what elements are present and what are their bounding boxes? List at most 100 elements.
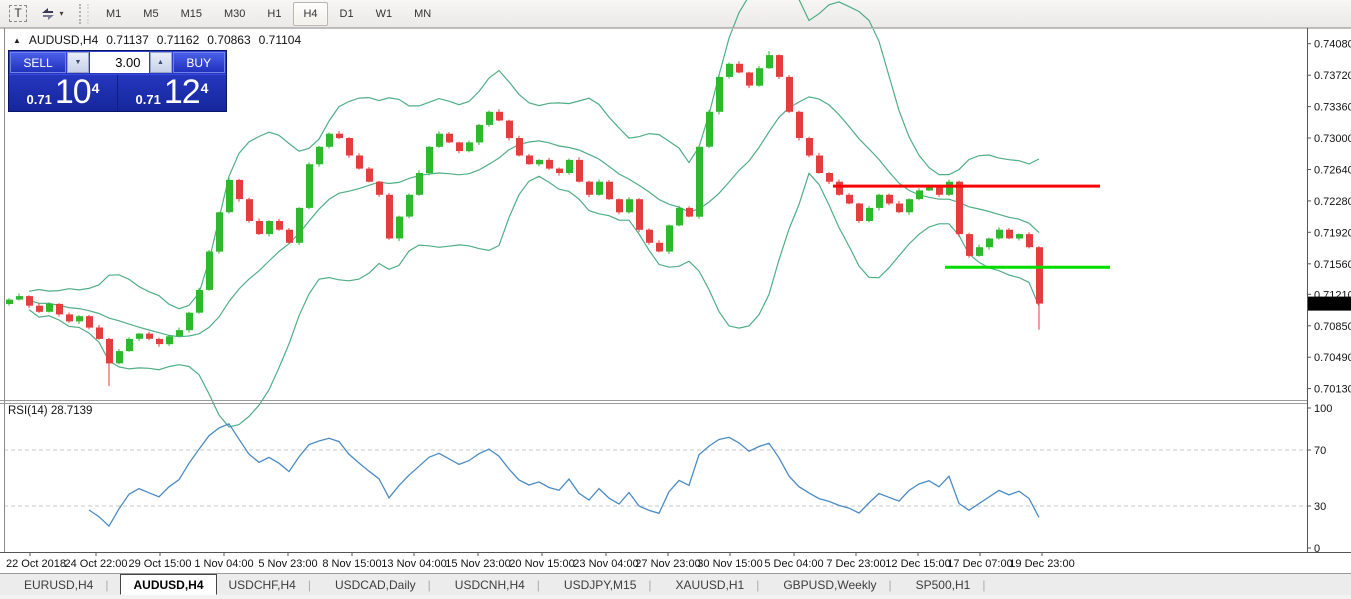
time-axis-label: 1 Nov 04:00 [194,558,253,570]
timeframe-button-m5[interactable]: M5 [143,7,159,20]
time-axis-label: 5 Dec 04:00 [764,558,823,570]
candles [6,51,1043,386]
chart-tab-bar: EURUSD,H4 | AUDUSD,H4 USDCHF,H4 | USDCAD,Dail… [0,573,1351,595]
ohlc-close: 0.71104 [258,33,302,47]
spinner-down-icon: ▼ [74,59,82,66]
price-axis-label: 0.70130 [1314,384,1351,396]
ohlc-high: 0.71162 [156,33,200,47]
time-axis-label: 5 Nov 23:00 [258,558,317,570]
dropdown-caret-icon: ▾ [59,9,64,18]
sell-quote-point: 4 [91,80,100,96]
chart-tab-gbpusd-weekly[interactable]: GBPUSD,Weekly | [783,577,892,592]
arrows-tool-button[interactable]: ▾ [31,2,73,26]
time-axis-label: 13 Nov 04:00 [381,558,446,570]
price-axis-label: 0.73360 [1314,102,1351,114]
chart-tab-eurusd-h4[interactable]: EURUSD,H4 | [24,577,109,592]
spinner-up-icon: ▲ [157,59,164,66]
tab-separator: | [982,577,986,592]
price-axis-label: 0.71920 [1314,227,1351,239]
sell-button[interactable]: SELL [10,52,66,73]
chart-tab-usdjpy-m15[interactable]: USDJPY,M15 | [563,577,652,592]
tab-separator: | [307,577,311,592]
toolbar-separator [79,3,89,24]
price-axis-label: 0.71560 [1314,259,1351,271]
rsi-axis-label: 100 [1314,403,1332,415]
buy-quote-point: 4 [200,80,209,96]
symbol-name: AUDUSD,H4 [28,33,99,47]
current-price-tag [1308,296,1351,311]
tab-separator: | [756,577,760,592]
time-axis-label: 24 Oct 22:00 [65,558,128,570]
time-axis-label: 22 Oct 2018 [6,558,66,570]
timeframe-group: M1 M5 M15 M30 H1 H4 D1 W1 MN [95,1,442,26]
time-axis-label: 17 Dec 07:00 [947,558,1012,570]
chart-tab-usdcad-daily[interactable]: USDCAD,Daily | [334,577,431,592]
rsi-axis-label: 70 [1314,445,1326,457]
tab-separator: | [888,577,892,592]
toolbar: T ▾ M1 M5 M15 M30 H1 H4 D1 W1 MN [0,0,1351,28]
time-axis-label: 30 Nov 15:00 [697,558,762,570]
time-axis-label: 8 Nov 15:00 [322,558,381,570]
timeframe-button-h1[interactable]: H1 [267,7,282,20]
rsi-axis-label: 0 [1314,543,1320,555]
timeframe-button-m30[interactable]: M30 [223,7,246,20]
price-axis-label: 0.73000 [1314,133,1351,145]
price-axis-label: 0.73720 [1314,70,1351,82]
timeframe-button-d1[interactable]: D1 [339,7,354,20]
volume-increase-button[interactable]: ▲ [149,52,172,73]
price-axis-label: 0.74080 [1314,39,1351,51]
rsi-line [88,422,1040,528]
rsi-axis-label: 30 [1314,501,1326,513]
trade-panel-top-row: SELL ▼ ▲ BUY [9,51,226,74]
tab-bar-strip [0,595,1351,599]
time-axis-label: 19 Dec 23:00 [1009,558,1074,570]
timeframe-button-m1[interactable]: M1 [106,7,122,20]
sell-quote-prefix: 0.71 [26,92,52,107]
timeframe-button-m15[interactable]: M15 [180,7,202,20]
buy-quote-prefix: 0.71 [135,92,161,107]
chart-canvas[interactable]: 0.74080 0.73720 0.73360 0.73000 0.72640 0.722… [0,0,1351,573]
trade-panel-quotes: 0.71 10 4 0.71 12 4 [9,74,226,111]
buy-quote[interactable]: 0.71 12 4 [118,75,226,111]
chart-tab-audusd-h4[interactable]: AUDUSD,H4 [120,574,217,595]
sell-quote-pips: 10 [54,73,92,111]
chart-tab-usdchf-h4[interactable]: USDCHF,H4 | [228,577,311,592]
tab-separator: | [536,577,540,592]
tab-separator: | [648,577,652,592]
volume-input[interactable] [90,52,149,73]
rsi-indicator-label: RSI(14) 28.7139 [8,405,93,417]
chart-tab-xauusd-h1[interactable]: XAUUSD,H1 | [675,577,760,592]
time-axis-label: 7 Dec 23:00 [826,558,885,570]
tab-separator: | [105,577,109,592]
arrows-icon [42,7,55,20]
symbol-header: ▲ AUDUSD,H4 0.71137 0.71162 0.70863 0.71… [13,33,301,47]
time-axis-label: 12 Dec 15:00 [885,558,950,570]
time-axis-label: 20 Nov 15:00 [509,558,574,570]
tab-separator: | [427,577,431,592]
time-axis-label: 27 Nov 23:00 [635,558,700,570]
collapse-triangle-icon: ▲ [13,35,21,45]
price-axis-label: 0.70850 [1314,321,1351,333]
price-axis-label: 0.72280 [1314,196,1351,208]
ohlc-open: 0.71137 [106,33,149,47]
sell-quote[interactable]: 0.71 10 4 [9,75,118,111]
ohlc-low: 0.70863 [207,33,251,47]
buy-quote-pips: 12 [163,73,201,111]
price-axis-label: 0.70490 [1314,352,1351,364]
timeframe-button-mn[interactable]: MN [414,7,432,20]
text-tool-button[interactable]: T [5,2,31,26]
bollinger-lower-band [28,172,1040,428]
timeframe-button-w1[interactable]: W1 [375,7,393,20]
time-axis-label: 15 Nov 23:00 [445,558,510,570]
timeframe-button-h4[interactable]: H4 [293,1,328,26]
volume-decrease-button[interactable]: ▼ [67,52,89,73]
buy-button[interactable]: BUY [172,52,225,73]
chart-tab-sp500-h1[interactable]: SP500,H1 | [915,577,986,592]
bollinger-middle-band [28,96,1040,338]
chart-tab-usdcnh-h4[interactable]: USDCNH,H4 | [454,577,540,592]
price-axis[interactable]: 0.74080 0.73720 0.73360 0.73000 0.72640 0.722… [1307,39,1351,555]
trade-panel: SELL ▼ ▲ BUY 0.71 10 4 0.71 12 4 [8,50,227,112]
price-axis-label: 0.72640 [1314,165,1351,177]
time-axis-label: 23 Nov 04:00 [573,558,638,570]
